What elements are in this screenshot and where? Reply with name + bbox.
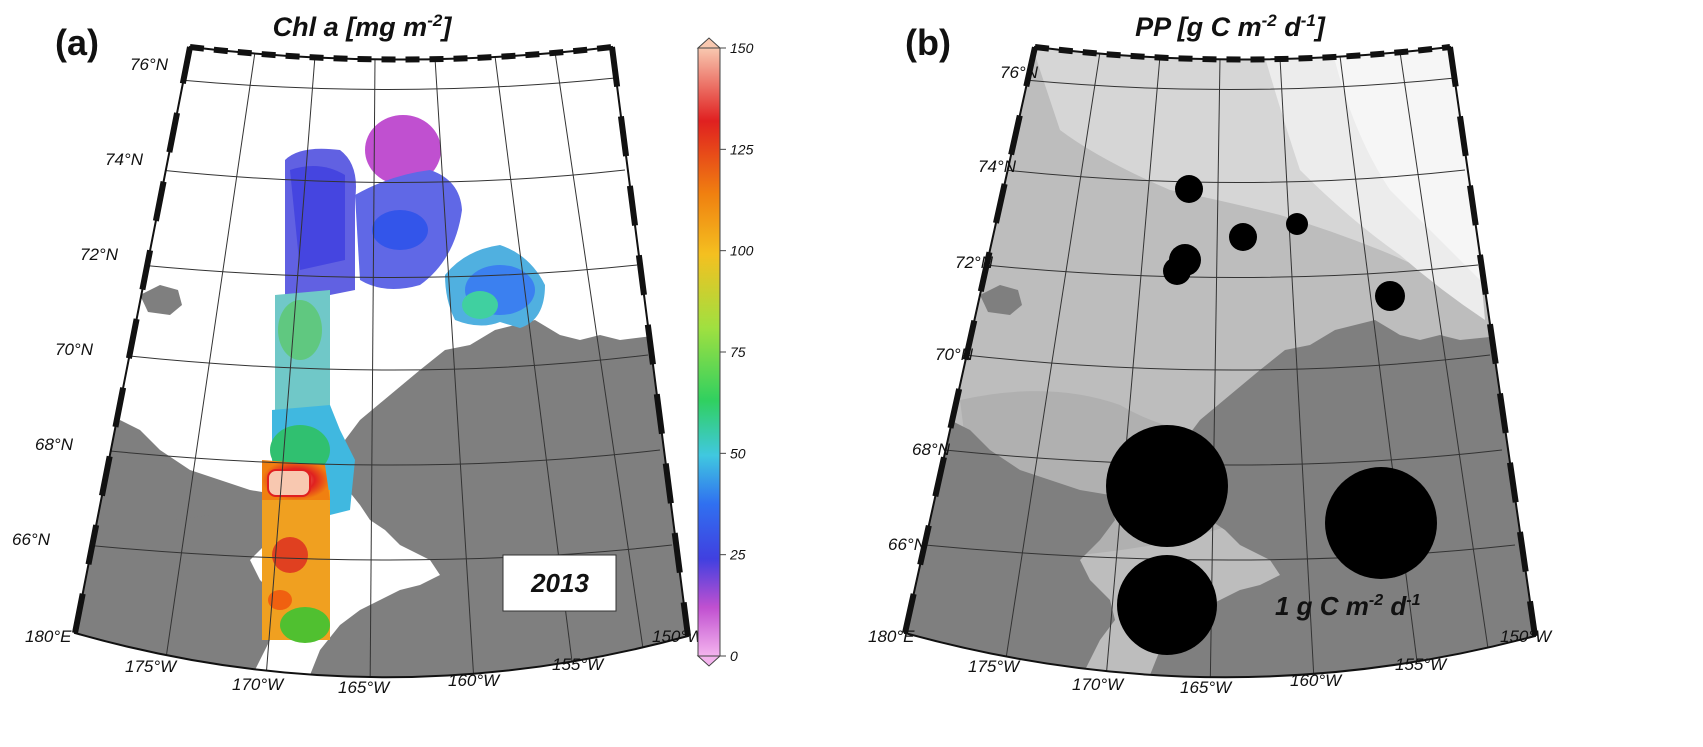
lon-label-b-175: 175°W	[968, 657, 1021, 676]
colorbar: 150 125 100 75 50 25 0	[696, 37, 754, 667]
lat-label-a-74: 74°N	[105, 150, 144, 169]
year-box	[502, 554, 617, 612]
colorbar-tick-label: 125	[730, 141, 754, 157]
map-panel-a: 76°N 74°N 72°N 70°N 68°N 66°N 180°E 175°…	[12, 11, 754, 697]
lat-label-b-66: 66°N	[888, 535, 927, 554]
colorbar-tick-label: 50	[730, 445, 746, 461]
land-wrangel-a	[140, 285, 182, 315]
lon-label-a-155: 155°W	[552, 655, 605, 674]
lon-label-b-180: 180°E	[868, 627, 915, 646]
lon-label-a-160: 160°W	[448, 671, 501, 690]
lat-label-b-72: 72°N	[955, 253, 994, 272]
lon-label-a-165: 165°W	[338, 678, 391, 697]
lon-label-a-180: 180°E	[25, 627, 72, 646]
colorbar-tick-label: 0	[730, 648, 738, 664]
lon-label-a-150: 150°W	[652, 627, 705, 646]
lon-label-b-155: 155°W	[1395, 655, 1448, 674]
pp-circle	[1163, 257, 1191, 285]
pp-circle	[1229, 223, 1257, 251]
map-panel-b: 76°N 74°N 72°N 70°N 68°N 66°N 180°E 175°…	[868, 11, 1553, 697]
lat-label-b-68: 68°N	[912, 440, 951, 459]
panel-label-b: (b)	[905, 22, 951, 63]
panel-label-a: (a)	[55, 22, 99, 63]
lat-label-a-72: 72°N	[80, 245, 119, 264]
lat-label-b-74: 74°N	[978, 157, 1017, 176]
pp-circle	[1117, 555, 1217, 655]
land-chukotka-a	[75, 420, 285, 678]
lat-label-b-76: 76°N	[1000, 63, 1039, 82]
map-b-content	[905, 47, 1535, 678]
lon-label-b-160: 160°W	[1290, 671, 1343, 690]
lon-label-b-150: 150°W	[1500, 627, 1553, 646]
land-st-lawrence-a	[175, 515, 230, 535]
lon-label-a-170: 170°W	[232, 675, 285, 694]
lat-label-a-76: 76°N	[130, 55, 169, 74]
lon-label-a-175: 175°W	[125, 657, 178, 676]
lat-label-b-70: 70°N	[935, 345, 974, 364]
land-chukotka-b	[905, 420, 1115, 678]
chl-field	[262, 115, 545, 643]
lat-label-a-68: 68°N	[35, 435, 74, 454]
year-label: 2013	[530, 568, 589, 598]
lat-label-a-70: 70°N	[55, 340, 94, 359]
pp-circle	[1175, 175, 1203, 203]
colorbar-tick-label: 100	[730, 243, 754, 259]
pp-circle	[1375, 281, 1405, 311]
pp-circle	[1106, 425, 1228, 547]
pp-circles	[1106, 175, 1437, 655]
pp-legend-label: 1 g C m-2 d-1	[1275, 591, 1421, 621]
pp-circle	[1286, 213, 1308, 235]
title-b: PP [g C m-2 d-1]	[1135, 11, 1326, 42]
title-a: Chl a [mg m-2]	[273, 11, 453, 42]
colorbar-tick-label: 25	[729, 547, 746, 563]
lon-label-b-165: 165°W	[1180, 678, 1233, 697]
lon-label-b-170: 170°W	[1072, 675, 1125, 694]
land-wrangel-b	[980, 285, 1022, 315]
map-a-content	[75, 47, 688, 678]
pp-circle	[1325, 467, 1437, 579]
colorbar-tick-label: 150	[730, 40, 754, 56]
colorbar-tick-label: 75	[730, 344, 746, 360]
lat-label-a-66: 66°N	[12, 530, 51, 549]
